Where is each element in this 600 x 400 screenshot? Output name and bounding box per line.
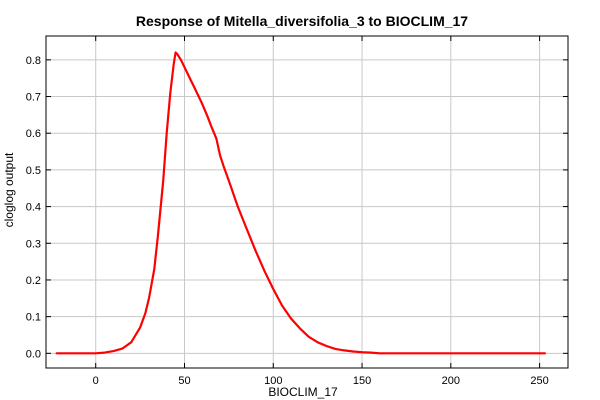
tick-layer: 0 50 100 150 200 250 0.0 0.1 0.2 0.3 0.4 0.5 0.6 0.7 0… (26, 36, 568, 387)
x-tick-label: 50 (178, 375, 190, 387)
grid-layer (46, 36, 568, 368)
y-tick-label: 0.3 (26, 238, 41, 250)
y-axis-label: cloglog output (2, 152, 16, 227)
x-tick-label: 150 (353, 375, 371, 387)
y-tick-label: 0.2 (26, 275, 41, 287)
x-tick-label: 200 (442, 375, 460, 387)
y-tick-label: 0.5 (26, 165, 41, 177)
x-axis-label: BIOCLIM_17 (268, 385, 338, 399)
x-tick-label: 0 (93, 375, 99, 387)
y-tick-label: 0.8 (26, 55, 41, 67)
plot-frame (45, 35, 569, 369)
x-tick-label: 250 (530, 375, 548, 387)
series-layer (55, 51, 547, 355)
y-tick-label: 0.6 (26, 128, 41, 140)
y-tick-label: 0.1 (26, 312, 41, 324)
y-tick-label: 0.4 (26, 202, 41, 214)
x-tick-label: 100 (264, 375, 282, 387)
y-tick-label: 0.7 (26, 92, 41, 104)
chart-title: Response of Mitella_diversifolia_3 to BI… (136, 13, 468, 29)
y-tick-label: 0.0 (26, 348, 41, 360)
response-curve (55, 51, 547, 355)
